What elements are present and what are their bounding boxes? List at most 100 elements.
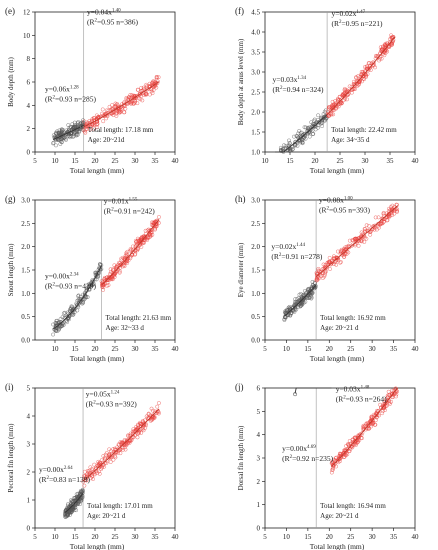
equation-text: y=0.02x1.44 bbox=[271, 242, 305, 251]
data-point bbox=[377, 58, 381, 63]
data-point bbox=[310, 279, 315, 284]
data-point bbox=[285, 146, 290, 151]
fit-curve bbox=[326, 36, 396, 115]
fit-stats-text: (R2=0.94 n=324) bbox=[273, 85, 324, 94]
data-point bbox=[334, 262, 339, 267]
data-point bbox=[364, 65, 369, 70]
data-point bbox=[364, 422, 368, 427]
data-point bbox=[100, 282, 105, 287]
data-point bbox=[383, 51, 388, 55]
data-point bbox=[61, 323, 66, 327]
data-point bbox=[355, 238, 360, 243]
data-point bbox=[316, 266, 321, 271]
data-point bbox=[332, 102, 336, 107]
data-point bbox=[309, 285, 314, 290]
panel-label: (j) bbox=[235, 382, 244, 392]
data-point bbox=[150, 230, 154, 235]
y-tick-label: 10 bbox=[23, 32, 31, 40]
x-axis-label: Total length (mm) bbox=[70, 166, 125, 175]
data-point bbox=[304, 291, 308, 296]
data-point bbox=[383, 397, 388, 402]
data-point bbox=[92, 116, 97, 121]
chart-panel-3: (h) 5 10 15 20 25 30 35 40 0.0 0.5 1.0 1.5 2.0 2.5 3.0 T… bbox=[235, 194, 419, 363]
data-point bbox=[67, 125, 72, 130]
equation-text: y=0.04x1.40 bbox=[87, 7, 121, 16]
x-tick-label: 10 bbox=[52, 345, 60, 353]
data-point bbox=[316, 276, 321, 281]
fit-curve bbox=[275, 114, 328, 153]
data-point bbox=[385, 218, 390, 223]
data-point bbox=[286, 307, 291, 312]
data-point bbox=[314, 122, 318, 126]
threshold-annotation: Total length: 17.01 mm bbox=[87, 502, 153, 510]
data-point bbox=[70, 304, 75, 309]
data-point bbox=[157, 215, 161, 219]
data-point bbox=[278, 145, 283, 150]
data-point bbox=[350, 242, 355, 247]
data-point bbox=[144, 236, 149, 241]
data-point bbox=[325, 264, 330, 269]
data-point bbox=[75, 500, 80, 505]
y-tick-label: 2.0 bbox=[21, 243, 30, 251]
data-point bbox=[51, 332, 56, 337]
data-point bbox=[69, 305, 74, 310]
data-point bbox=[387, 400, 392, 405]
data-point bbox=[345, 452, 350, 457]
data-point bbox=[308, 289, 312, 294]
data-point bbox=[71, 499, 76, 504]
fit-stats-values: =0.95 n=221) bbox=[342, 19, 383, 28]
data-point bbox=[111, 268, 116, 273]
fit-curve bbox=[101, 219, 160, 286]
data-point bbox=[83, 130, 88, 135]
data-point bbox=[115, 445, 120, 450]
data-point bbox=[79, 496, 84, 501]
data-point bbox=[378, 402, 383, 407]
data-point bbox=[330, 468, 335, 472]
data-point bbox=[156, 75, 161, 80]
data-point bbox=[356, 435, 360, 440]
data-point bbox=[296, 305, 301, 309]
x-tick-label: 35 bbox=[152, 157, 160, 165]
data-point bbox=[130, 429, 135, 434]
r-squared-superscript: 2 bbox=[279, 253, 282, 258]
data-point bbox=[80, 495, 85, 500]
x-tick-label: 30 bbox=[369, 345, 377, 353]
data-point bbox=[109, 276, 114, 281]
data-point bbox=[359, 239, 364, 244]
y-tick-label: 2.0 bbox=[251, 109, 260, 117]
data-point bbox=[333, 461, 338, 466]
fit-stats-text: (R2=0.93 n=392) bbox=[86, 399, 137, 408]
fit-stats-text: (R2=0.93 n=429) bbox=[45, 281, 96, 290]
data-point bbox=[320, 119, 325, 124]
data-point bbox=[340, 249, 344, 253]
equation-exponent: 1.34 bbox=[297, 76, 306, 81]
data-point bbox=[54, 143, 58, 148]
data-point bbox=[117, 270, 122, 275]
data-point bbox=[344, 444, 349, 448]
data-point bbox=[151, 79, 156, 84]
x-tick-label: 40 bbox=[172, 345, 180, 353]
data-point bbox=[389, 399, 393, 404]
data-point bbox=[326, 105, 331, 110]
data-point bbox=[100, 107, 105, 112]
threshold-annotation: Total length: 16.92 mm bbox=[320, 314, 386, 322]
data-point bbox=[334, 257, 339, 262]
data-point bbox=[328, 262, 333, 267]
data-point bbox=[73, 496, 77, 500]
data-point bbox=[338, 260, 343, 265]
equation-exponent: 2.64 bbox=[64, 466, 73, 471]
data-point bbox=[324, 269, 328, 274]
data-point bbox=[324, 265, 329, 270]
data-point bbox=[367, 426, 371, 431]
data-point bbox=[338, 260, 343, 264]
x-tick-label: 25 bbox=[112, 533, 120, 541]
data-point bbox=[135, 238, 140, 243]
data-point bbox=[389, 392, 394, 397]
y-tick-label: 2.5 bbox=[251, 89, 260, 97]
data-point bbox=[118, 440, 123, 445]
data-point bbox=[58, 142, 63, 146]
data-point bbox=[65, 320, 69, 325]
data-point bbox=[128, 431, 133, 436]
data-point bbox=[359, 72, 364, 77]
data-point bbox=[98, 463, 103, 468]
